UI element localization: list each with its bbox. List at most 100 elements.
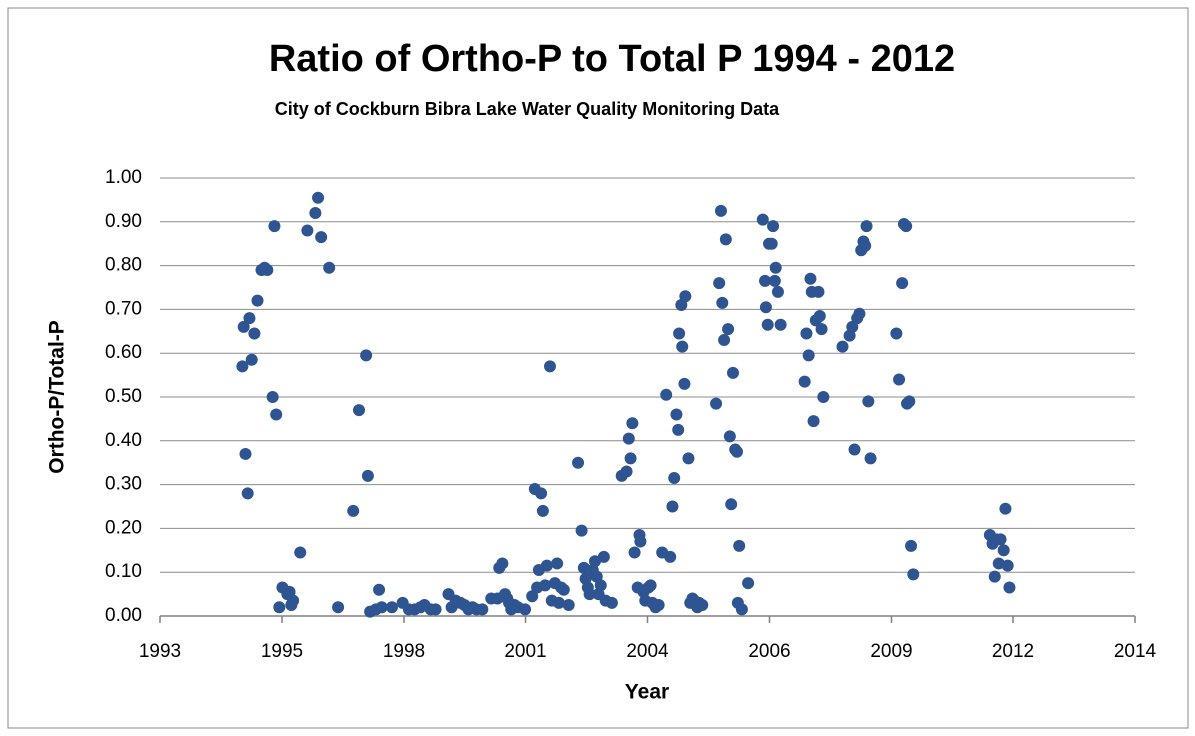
- data-point: [813, 309, 826, 322]
- data-point: [853, 307, 866, 320]
- data-point: [544, 360, 556, 373]
- data-point: [672, 423, 685, 436]
- data-point: [245, 353, 258, 366]
- data-point: [710, 397, 723, 410]
- data-point: [761, 318, 774, 331]
- data-point: [676, 340, 689, 353]
- data-point: [237, 320, 250, 333]
- data-point: [859, 239, 872, 252]
- data-point: [848, 443, 861, 456]
- y-tick-label: 0.40: [105, 430, 142, 451]
- data-point: [332, 601, 345, 614]
- data-point: [802, 349, 815, 362]
- data-point: [535, 487, 548, 500]
- x-tick-label: 2001: [504, 641, 546, 662]
- data-point: [988, 570, 1001, 583]
- data-point: [241, 487, 254, 500]
- data-point: [765, 237, 778, 250]
- data-point: [900, 220, 913, 233]
- data-point: [836, 340, 849, 353]
- data-point: [812, 285, 825, 298]
- data-point: [575, 524, 588, 537]
- data-point: [815, 323, 828, 336]
- data-point: [539, 579, 552, 592]
- data-point: [270, 408, 283, 421]
- data-point: [652, 599, 665, 612]
- data-point: [519, 603, 532, 616]
- x-tick-label: 2004: [626, 641, 669, 662]
- data-point: [562, 599, 575, 612]
- data-point: [239, 447, 252, 460]
- data-point: [315, 231, 328, 244]
- data-point: [243, 312, 256, 325]
- data-point: [725, 498, 738, 511]
- data-point: [551, 557, 564, 570]
- y-tick-label: 0.60: [105, 342, 142, 363]
- data-point: [597, 550, 610, 563]
- data-point: [670, 408, 683, 421]
- data-point: [756, 213, 769, 226]
- data-point: [476, 603, 489, 616]
- data-point: [273, 601, 286, 614]
- data-point: [1003, 581, 1016, 594]
- y-axis-label: Ortho-P/Total-P: [46, 320, 69, 474]
- chart-subtitle: City of Cockburn Bibra Lake Water Qualit…: [275, 99, 780, 119]
- data-point: [353, 404, 366, 417]
- y-tick-label: 0.20: [105, 517, 142, 538]
- data-point: [768, 274, 781, 287]
- data-point: [860, 220, 873, 233]
- data-point: [622, 432, 635, 445]
- x-tick-label: 1995: [261, 641, 303, 662]
- data-point: [323, 261, 336, 274]
- data-point: [723, 430, 736, 443]
- data-point: [301, 224, 314, 237]
- x-tick-label: 1998: [383, 641, 425, 662]
- data-point: [673, 327, 686, 340]
- data-point: [903, 395, 916, 408]
- data-point: [287, 594, 300, 607]
- data-point: [716, 296, 729, 309]
- data-point: [251, 294, 264, 307]
- data-point: [626, 417, 639, 430]
- y-tick-label: 0.70: [105, 298, 142, 319]
- data-point: [907, 568, 920, 581]
- data-point: [373, 583, 386, 596]
- data-point: [261, 263, 274, 276]
- data-point: [864, 452, 877, 465]
- y-tick-label: 0.00: [105, 605, 142, 626]
- data-point: [696, 599, 709, 612]
- data-point: [769, 261, 782, 274]
- data-point: [294, 546, 307, 559]
- data-point: [767, 220, 780, 233]
- data-point: [594, 579, 607, 592]
- data-point: [666, 500, 679, 513]
- data-point: [896, 277, 909, 290]
- chart-title: Ratio of Ortho-P to Total P 1994 - 2012: [269, 38, 955, 80]
- data-point: [634, 535, 647, 548]
- data-point: [583, 588, 596, 601]
- data-point: [807, 415, 820, 428]
- data-point: [309, 207, 322, 220]
- data-point: [236, 360, 249, 373]
- data-point: [771, 285, 784, 298]
- data-point: [713, 277, 726, 290]
- data-point: [266, 391, 279, 403]
- data-point: [375, 601, 388, 614]
- x-tick-label: 1993: [139, 641, 181, 662]
- data-point: [660, 388, 673, 401]
- data-point: [714, 204, 727, 217]
- data-point: [730, 445, 743, 458]
- data-point: [994, 533, 1007, 546]
- data-point: [817, 391, 830, 403]
- data-point: [572, 456, 585, 469]
- data-point: [664, 550, 677, 563]
- x-axis-label: Year: [625, 681, 669, 704]
- data-point: [846, 320, 859, 333]
- x-tick-label: 2006: [748, 641, 790, 662]
- data-point: [798, 375, 811, 388]
- data-point: [682, 452, 695, 465]
- data-point: [361, 469, 374, 482]
- y-tick-label: 0.50: [105, 386, 142, 407]
- data-point: [496, 557, 509, 570]
- data-point: [774, 318, 787, 331]
